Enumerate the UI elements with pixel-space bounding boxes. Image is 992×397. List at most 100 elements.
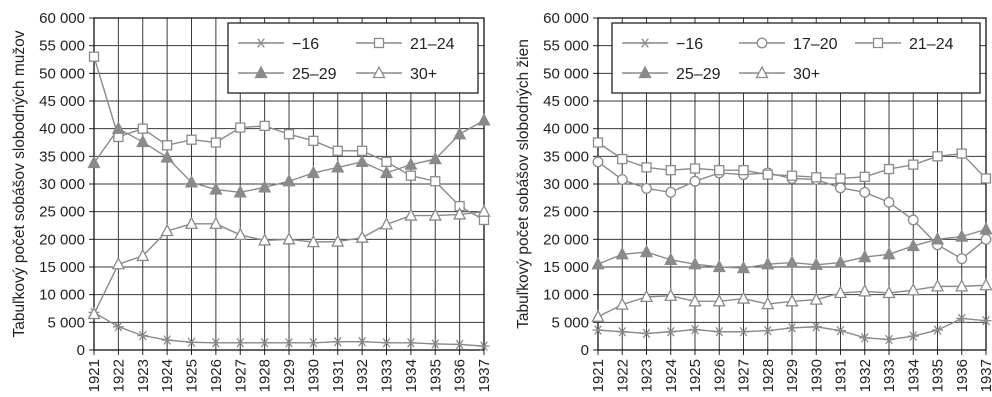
y-tick-label: 30 000 [39, 176, 85, 193]
data-point [979, 277, 992, 291]
data-point [882, 285, 896, 299]
data-point [883, 163, 895, 175]
x-tick-label: 1936 [954, 359, 971, 392]
data-point [137, 123, 148, 134]
data-point [478, 341, 490, 351]
data-point [186, 337, 197, 348]
data-point [136, 134, 150, 148]
y-tick-label: 50 000 [543, 65, 589, 82]
legend-item: 25–29 [238, 65, 337, 83]
data-point [785, 293, 799, 307]
legend-marker [373, 37, 385, 49]
data-point [332, 145, 343, 156]
legend-label: 17–20 [793, 36, 838, 53]
data-point [405, 170, 417, 181]
data-point [761, 256, 775, 270]
y-tick-label: 55 000 [543, 38, 589, 55]
data-point [980, 315, 992, 326]
data-point [833, 285, 848, 299]
data-point [186, 134, 197, 145]
data-point [955, 278, 969, 292]
legend-item: 21–24 [356, 36, 455, 53]
data-point [283, 129, 295, 140]
data-point [233, 184, 247, 198]
data-point [137, 330, 149, 341]
data-point [641, 182, 652, 194]
data-point [761, 296, 775, 310]
data-point [184, 174, 199, 188]
data-point [428, 208, 442, 221]
data-point [714, 165, 725, 176]
data-point [833, 255, 848, 268]
data-point [617, 153, 628, 165]
x-tick-label: 1923 [135, 359, 152, 392]
data-point [282, 231, 296, 245]
data-point [664, 288, 678, 301]
data-point [381, 156, 392, 168]
legend-label: 25–29 [676, 66, 721, 83]
data-point [381, 338, 392, 348]
data-point [809, 257, 823, 270]
data-point [306, 234, 320, 248]
y-tick-label: 0 [581, 342, 589, 359]
series-square-open [592, 137, 992, 184]
data-point [477, 112, 491, 126]
legend-marker [638, 65, 652, 79]
data-point [332, 336, 344, 347]
y-tick-label: 15 000 [39, 259, 85, 276]
data-point [665, 326, 677, 337]
data-point [907, 214, 919, 226]
x-tick-label: 1921 [86, 359, 103, 392]
data-point [161, 140, 173, 151]
data-point [835, 173, 846, 184]
legend-label: 21–24 [410, 36, 455, 53]
x-tick-label: 1923 [639, 359, 656, 392]
data-point [454, 339, 466, 350]
data-point [639, 289, 654, 303]
data-point [592, 156, 604, 168]
legend-label: −16 [292, 36, 319, 53]
legend-item: 21–24 [855, 36, 954, 53]
data-point [956, 148, 967, 159]
data-point [809, 292, 823, 305]
data-point [210, 338, 222, 348]
y-tick-label: 60 000 [39, 10, 85, 27]
x-tick-label: 1922 [614, 359, 631, 392]
x-tick-label: 1926 [208, 359, 225, 392]
legend-label: 30+ [793, 66, 820, 83]
data-point [786, 323, 798, 333]
data-point [615, 297, 629, 310]
data-point [835, 325, 846, 336]
legend-label: 30+ [410, 66, 437, 83]
plot-frame [93, 17, 485, 351]
legend-item: −16 [622, 36, 703, 53]
x-tick-label: 1929 [281, 359, 298, 392]
data-point [713, 326, 725, 337]
y-tick-label: 40 000 [543, 121, 589, 138]
x-tick-label: 1936 [452, 359, 469, 392]
legend-marker [255, 38, 267, 48]
data-point [88, 51, 100, 62]
x-tick-label: 1929 [784, 359, 801, 392]
legend-marker [755, 65, 769, 79]
y-tick-label: 20 000 [543, 231, 589, 248]
data-point [835, 182, 846, 194]
data-point [592, 137, 604, 148]
data-point [356, 336, 368, 347]
data-point [883, 196, 895, 208]
data-point [955, 229, 969, 242]
legend-box [611, 22, 981, 94]
x-tick-label: 1925 [687, 359, 704, 392]
data-point [785, 255, 799, 268]
data-point [308, 135, 319, 146]
data-point [356, 145, 368, 156]
legend: −16 21–24 25–29 30+ [227, 22, 479, 94]
data-point [283, 338, 295, 348]
data-point [736, 260, 751, 274]
data-point [639, 244, 654, 258]
data-point [428, 151, 442, 165]
data-point [160, 223, 174, 237]
data-point [209, 216, 223, 229]
data-point [738, 326, 749, 337]
